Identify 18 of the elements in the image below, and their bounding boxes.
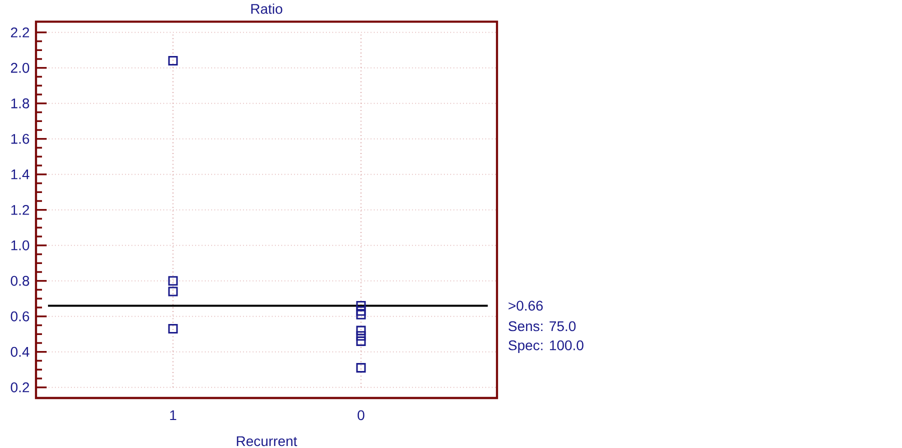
y-tick-label: 0.8 — [10, 276, 30, 286]
text: Sens: 75.0 — [508, 321, 576, 332]
y-tick-label: 1.8 — [11, 98, 30, 108]
y-tick-label: 2.2 — [10, 27, 30, 38]
y-tick-label: 1.2 — [11, 204, 30, 215]
x-tick-label: 0 — [358, 410, 364, 420]
y-tick-label: 0.6 — [10, 311, 30, 322]
text: Spec: 100.0 — [508, 340, 584, 354]
chart-title: Ratio — [251, 4, 282, 14]
y-tick-label: 0.2 — [10, 382, 30, 392]
y-tick-label: 0.4 — [10, 346, 30, 357]
y-tick-label: 1.4 — [11, 170, 30, 180]
x-tick-label: 1 — [170, 410, 176, 420]
ref-line-label: >0.66 — [508, 300, 543, 311]
y-tick-label: 1.0 — [11, 240, 30, 250]
y-tick-label: 1.6 — [11, 134, 30, 144]
x-axis-title: Recurrent — [236, 436, 298, 446]
y-tick-label: 2.0 — [10, 62, 30, 73]
